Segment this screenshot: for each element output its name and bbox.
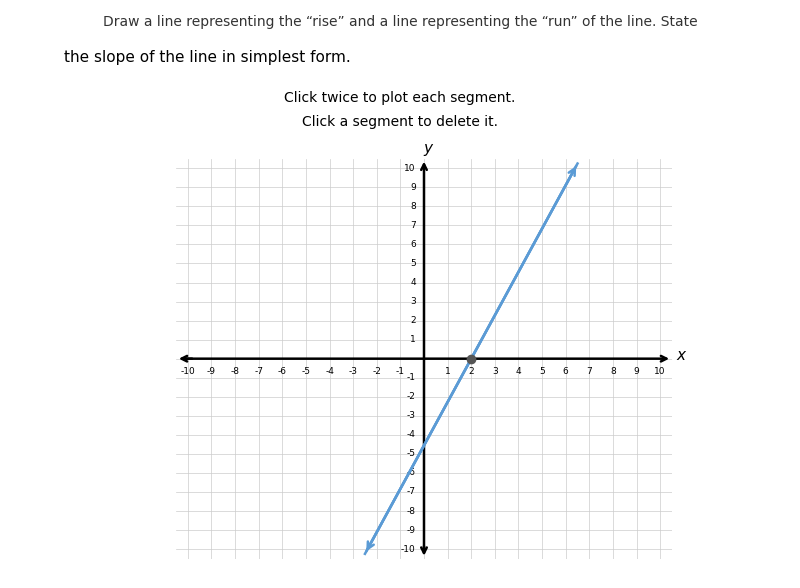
Text: 8: 8	[610, 368, 616, 376]
Text: 1: 1	[410, 335, 416, 344]
Text: x: x	[677, 348, 686, 363]
Text: -10: -10	[181, 368, 195, 376]
Text: 1: 1	[445, 368, 450, 376]
Text: the slope of the line in simplest form.: the slope of the line in simplest form.	[64, 50, 350, 65]
Text: -6: -6	[406, 469, 416, 477]
Text: -1: -1	[406, 373, 416, 382]
Text: 4: 4	[410, 278, 416, 287]
Text: 7: 7	[586, 368, 592, 376]
Text: Click twice to plot each segment.: Click twice to plot each segment.	[284, 91, 516, 105]
Text: 8: 8	[410, 202, 416, 211]
Text: 2: 2	[410, 316, 416, 325]
Text: -8: -8	[230, 368, 239, 376]
Text: -7: -7	[406, 487, 416, 496]
Text: -4: -4	[407, 430, 416, 439]
Text: -3: -3	[406, 411, 416, 420]
Text: 9: 9	[634, 368, 639, 376]
Text: 2: 2	[469, 368, 474, 376]
Text: -2: -2	[407, 392, 416, 401]
Text: -6: -6	[278, 368, 286, 376]
Text: 3: 3	[492, 368, 498, 376]
Text: -7: -7	[254, 368, 263, 376]
Text: 9: 9	[410, 183, 416, 192]
Text: 3: 3	[410, 297, 416, 306]
Text: -9: -9	[406, 526, 416, 534]
Text: 4: 4	[516, 368, 522, 376]
Text: -8: -8	[406, 506, 416, 516]
Text: 10: 10	[654, 368, 666, 376]
Text: Click a segment to delete it.: Click a segment to delete it.	[302, 115, 498, 129]
Text: -4: -4	[325, 368, 334, 376]
Text: -5: -5	[406, 449, 416, 459]
Text: 6: 6	[563, 368, 569, 376]
Text: Draw a line representing the “rise” and a line representing the “run” of the lin: Draw a line representing the “rise” and …	[102, 15, 698, 29]
Text: -3: -3	[349, 368, 358, 376]
Text: -1: -1	[396, 368, 405, 376]
Text: y: y	[423, 141, 432, 156]
Text: -5: -5	[302, 368, 310, 376]
Text: 5: 5	[539, 368, 545, 376]
Text: 6: 6	[410, 240, 416, 249]
Text: 5: 5	[410, 259, 416, 268]
Text: -9: -9	[207, 368, 216, 376]
Text: -2: -2	[372, 368, 381, 376]
Text: 7: 7	[410, 221, 416, 230]
Text: 10: 10	[404, 164, 416, 173]
Text: -10: -10	[401, 544, 416, 553]
